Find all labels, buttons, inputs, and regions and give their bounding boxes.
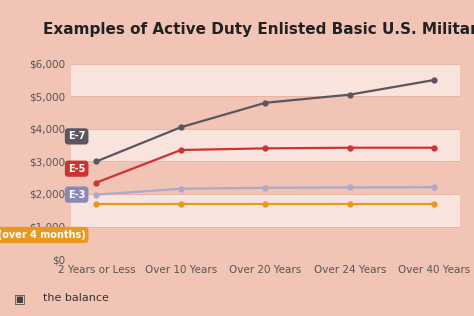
- Text: E-7: E-7: [68, 131, 85, 141]
- Bar: [71, 129, 460, 161]
- Text: ▣: ▣: [14, 292, 26, 305]
- Text: E-1 (over 4 months): E-1 (over 4 months): [0, 230, 85, 240]
- Text: the balance: the balance: [43, 293, 109, 303]
- Bar: [71, 194, 460, 227]
- Text: Examples of Active Duty Enlisted Basic U.S. Military Pay: Examples of Active Duty Enlisted Basic U…: [43, 22, 474, 37]
- Text: E-3: E-3: [68, 190, 85, 200]
- Bar: [71, 64, 460, 96]
- Text: E-5: E-5: [68, 164, 85, 174]
